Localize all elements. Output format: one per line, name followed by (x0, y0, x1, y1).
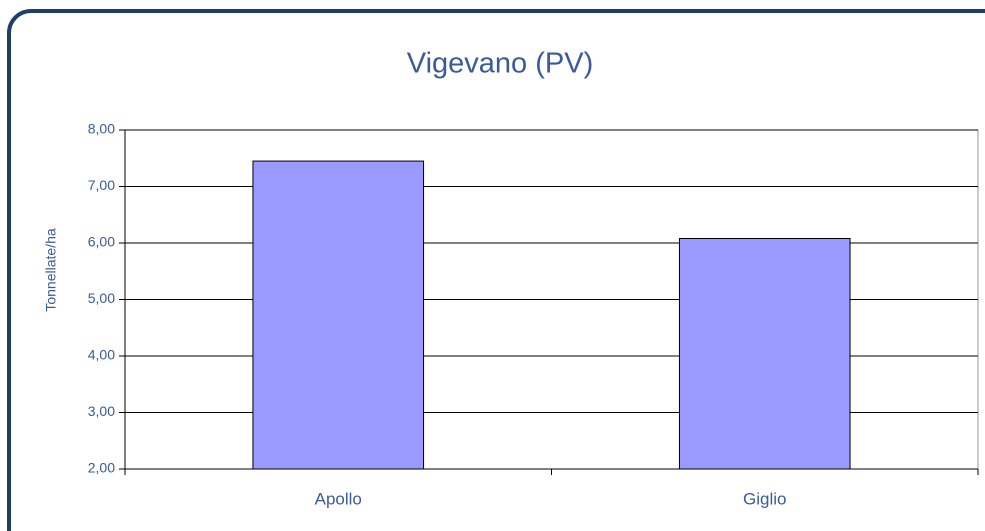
y-tick-label: 4,00 (88, 347, 115, 363)
bar (252, 160, 425, 470)
y-axis-label: Tonnellate/ha (43, 228, 59, 312)
y-tick-label: 5,00 (88, 290, 115, 306)
bar (678, 237, 851, 470)
y-tick-label: 7,00 (88, 177, 115, 193)
x-tick-label: Giglio (743, 489, 786, 508)
y-tick-label: 6,00 (88, 234, 115, 250)
x-tick-label: Apollo (315, 489, 362, 508)
y-tick-label: 8,00 (88, 121, 115, 137)
y-tick-label: 3,00 (88, 403, 115, 419)
chart-title: Vigevano (PV) (407, 48, 593, 80)
y-tick-label: 2,00 (88, 460, 115, 476)
